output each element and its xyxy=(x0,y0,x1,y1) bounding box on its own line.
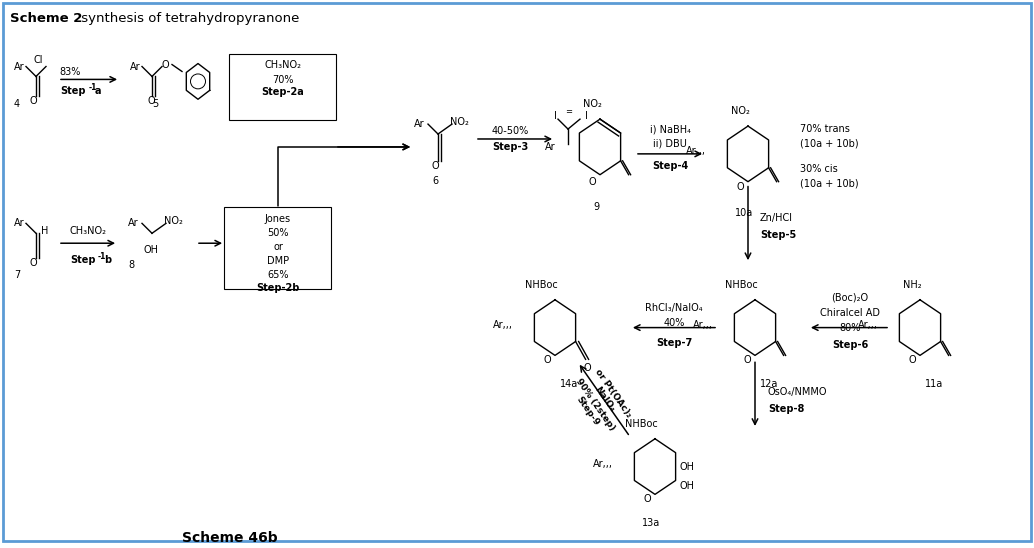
Text: NO₂: NO₂ xyxy=(164,216,183,226)
Text: Step-7: Step-7 xyxy=(656,338,692,347)
Text: O: O xyxy=(736,182,743,192)
Text: 7: 7 xyxy=(14,270,21,280)
Text: Step: Step xyxy=(70,255,95,265)
Text: (10a + 10b): (10a + 10b) xyxy=(800,179,858,189)
Text: (10a + 10b): (10a + 10b) xyxy=(800,139,858,149)
Text: Step-3: Step-3 xyxy=(492,142,528,152)
Text: Ar: Ar xyxy=(545,142,555,152)
Text: O: O xyxy=(162,60,170,70)
Text: 9: 9 xyxy=(592,202,599,212)
Text: NHBoc: NHBoc xyxy=(524,280,557,290)
Text: NHBoc: NHBoc xyxy=(725,280,757,290)
Text: I: I xyxy=(554,111,557,121)
Text: 80%: 80% xyxy=(840,323,860,333)
Text: Step-2b: Step-2b xyxy=(256,283,300,293)
Text: NO₂: NO₂ xyxy=(582,99,602,109)
Text: =: = xyxy=(565,107,572,116)
Text: (Boc)₂O: (Boc)₂O xyxy=(831,293,869,303)
Text: Ar,,,: Ar,,, xyxy=(594,459,613,469)
Text: 14a: 14a xyxy=(560,379,578,389)
Text: 12a: 12a xyxy=(760,379,779,389)
Text: O: O xyxy=(743,356,751,366)
Text: O: O xyxy=(643,494,650,504)
Text: Ar,,,: Ar,,, xyxy=(493,319,513,330)
Text: ii) DBU: ii) DBU xyxy=(653,139,687,149)
Text: Step: Step xyxy=(60,87,86,96)
Text: Zn/HCl: Zn/HCl xyxy=(760,213,793,224)
Text: Step-4: Step-4 xyxy=(651,161,688,171)
Text: -1: -1 xyxy=(89,83,97,93)
Text: 40-50%: 40-50% xyxy=(491,126,528,136)
Text: Step-6: Step-6 xyxy=(832,340,869,350)
Text: O: O xyxy=(30,258,37,268)
Text: NHBoc: NHBoc xyxy=(625,419,658,429)
Text: i) NaBH₄: i) NaBH₄ xyxy=(649,124,691,134)
Text: 13a: 13a xyxy=(642,518,660,528)
Text: Ar: Ar xyxy=(14,219,25,229)
Text: Ar: Ar xyxy=(130,61,141,72)
Text: RhCl₃/NaIO₄: RhCl₃/NaIO₄ xyxy=(645,303,703,313)
Text: 11a: 11a xyxy=(925,379,943,389)
Text: Chiralcel AD: Chiralcel AD xyxy=(820,308,880,318)
Text: a: a xyxy=(95,87,101,96)
Text: or: or xyxy=(273,242,283,252)
Text: 40%: 40% xyxy=(664,318,685,328)
Text: 4: 4 xyxy=(14,99,20,109)
Text: 10a: 10a xyxy=(735,208,753,219)
Text: O: O xyxy=(588,176,596,187)
Text: NO₂: NO₂ xyxy=(731,106,750,116)
Text: I: I xyxy=(585,111,588,121)
FancyBboxPatch shape xyxy=(229,54,336,120)
Text: Ar,,,: Ar,,, xyxy=(686,146,706,156)
Text: Scheme 46b: Scheme 46b xyxy=(182,531,278,545)
Text: Ar: Ar xyxy=(14,61,25,72)
Text: Step-5: Step-5 xyxy=(760,230,796,241)
Text: OsO₄/NMMO: OsO₄/NMMO xyxy=(768,387,827,397)
Text: b: b xyxy=(104,255,111,265)
Text: synthesis of tetrahydropyranone: synthesis of tetrahydropyranone xyxy=(77,12,300,25)
Text: O: O xyxy=(583,363,591,373)
Text: 6: 6 xyxy=(432,176,438,186)
Text: Ar,,,: Ar,,, xyxy=(693,319,713,330)
Text: CH₃NO₂: CH₃NO₂ xyxy=(69,226,107,236)
Text: Step-8: Step-8 xyxy=(768,404,804,414)
Text: O: O xyxy=(432,161,439,171)
Text: Cl: Cl xyxy=(34,55,43,65)
Text: O: O xyxy=(908,356,916,366)
Text: Jones: Jones xyxy=(265,214,291,225)
Text: OH: OH xyxy=(680,482,695,492)
Text: O: O xyxy=(30,96,37,106)
Text: or Pt(OAc)₂
NaIO₄
90% (2step)
Step-9: or Pt(OAc)₂ NaIO₄ 90% (2step) Step-9 xyxy=(566,366,634,439)
Text: Ar: Ar xyxy=(414,119,425,129)
Text: DMP: DMP xyxy=(267,256,290,266)
Text: O: O xyxy=(543,356,551,366)
Text: NH₂: NH₂ xyxy=(903,280,921,290)
Text: 65%: 65% xyxy=(267,270,288,280)
Text: 50%: 50% xyxy=(267,229,288,238)
Text: 83%: 83% xyxy=(59,66,81,77)
Text: OH: OH xyxy=(143,245,158,255)
Text: Ar: Ar xyxy=(128,219,139,229)
Text: 5: 5 xyxy=(152,99,158,109)
Text: CH₃NO₂: CH₃NO₂ xyxy=(265,60,302,70)
Text: H: H xyxy=(41,226,49,236)
Text: OH: OH xyxy=(680,461,695,472)
Text: 70% trans: 70% trans xyxy=(800,124,850,134)
Text: Ar,,,: Ar,,, xyxy=(858,319,878,330)
FancyBboxPatch shape xyxy=(224,208,331,289)
Text: 8: 8 xyxy=(128,260,134,270)
Text: 30% cis: 30% cis xyxy=(800,164,838,174)
Text: -1: -1 xyxy=(98,252,107,261)
Text: O: O xyxy=(147,96,155,106)
Text: Step-2a: Step-2a xyxy=(262,87,304,98)
Text: NO₂: NO₂ xyxy=(450,117,468,127)
Text: 70%: 70% xyxy=(272,76,294,85)
Text: Scheme 2: Scheme 2 xyxy=(10,12,83,25)
